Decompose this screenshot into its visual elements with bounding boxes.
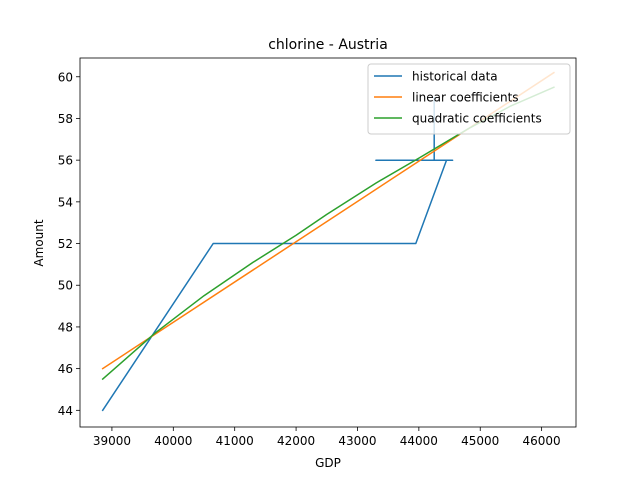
legend-label: quadratic coefficients bbox=[412, 112, 542, 126]
x-tick-label: 43000 bbox=[338, 434, 376, 448]
x-tick-label: 39000 bbox=[93, 434, 131, 448]
x-tick-label: 42000 bbox=[277, 434, 315, 448]
x-tick-label: 41000 bbox=[216, 434, 254, 448]
y-tick-label: 54 bbox=[58, 195, 73, 209]
ticks-layer: 39000 40000 41000 42000 43000 44000 45000 46000… bbox=[58, 70, 561, 448]
x-tick-label: 46000 bbox=[523, 434, 561, 448]
y-axis-label: Amount bbox=[32, 219, 46, 266]
legend-label: historical data bbox=[412, 70, 498, 84]
y-tick-label: 44 bbox=[58, 404, 73, 418]
x-axis-label: GDP bbox=[315, 456, 341, 470]
y-tick-label: 52 bbox=[58, 237, 73, 251]
x-tick-label: 45000 bbox=[461, 434, 499, 448]
legend: historical data linear coefficients quadra… bbox=[367, 63, 571, 135]
x-tick-label: 44000 bbox=[400, 434, 438, 448]
y-tick-label: 58 bbox=[58, 112, 73, 126]
chart-title: chlorine - Austria bbox=[268, 37, 388, 53]
y-tick-label: 50 bbox=[58, 279, 73, 293]
x-tick-label: 40000 bbox=[154, 434, 192, 448]
y-tick-label: 56 bbox=[58, 154, 73, 168]
legend-label: linear coefficients bbox=[412, 91, 519, 105]
y-tick-label: 48 bbox=[58, 320, 73, 334]
legend-box bbox=[367, 63, 571, 135]
plot-frame bbox=[79, 57, 577, 428]
y-tick-label: 60 bbox=[58, 70, 73, 84]
y-tick-label: 46 bbox=[58, 362, 73, 376]
series-line-historical-data bbox=[101, 96, 454, 412]
